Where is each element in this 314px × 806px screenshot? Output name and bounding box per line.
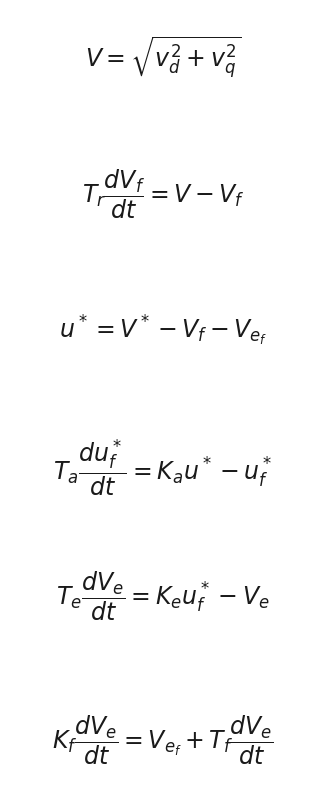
Text: $K_f \dfrac{dV_e}{dt} = V_{e_f} + T_f \dfrac{dV_e}{dt}$: $K_f \dfrac{dV_e}{dt} = V_{e_f} + T_f \d…: [52, 713, 274, 767]
Text: $V = \sqrt{v_d^2 + v_q^2}$: $V = \sqrt{v_d^2 + v_q^2}$: [85, 35, 241, 81]
Text: $T_r \dfrac{dV_f}{dt} = V - V_f$: $T_r \dfrac{dV_f}{dt} = V - V_f$: [82, 168, 245, 221]
Text: $T_e \dfrac{dV_e}{dt} = K_e u_f^* - V_e$: $T_e \dfrac{dV_e}{dt} = K_e u_f^* - V_e$: [56, 569, 270, 622]
Text: $u^* = V^* - V_f - V_{e_f}$: $u^* = V^* - V_f - V_{e_f}$: [59, 314, 268, 348]
Text: $T_a \dfrac{du_f^*}{dt} = K_a u^* - u_f^*$: $T_a \dfrac{du_f^*}{dt} = K_a u^* - u_f^…: [53, 437, 273, 497]
